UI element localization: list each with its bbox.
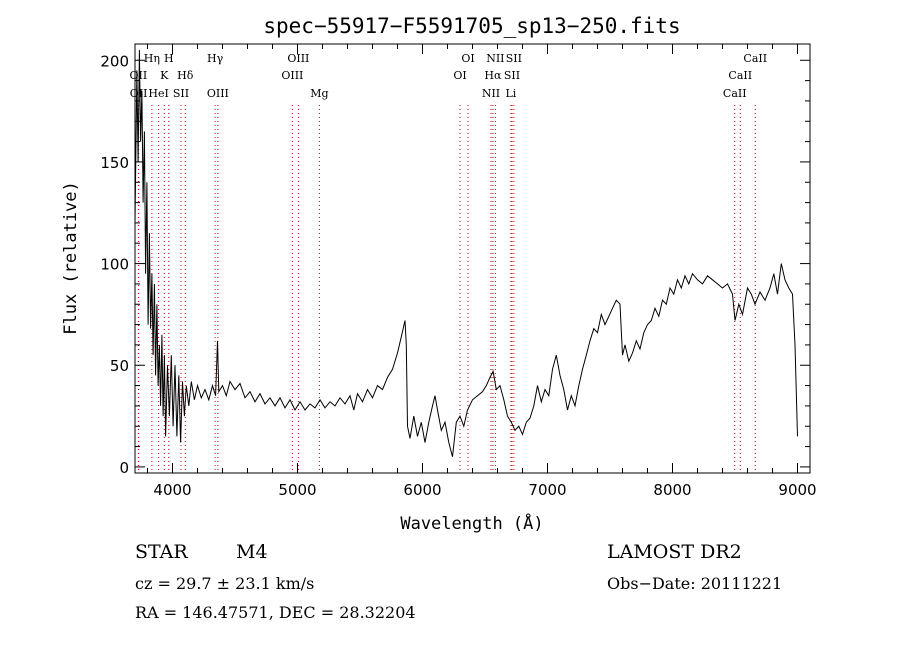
x-axis-label: Wavelength (Å) (400, 512, 543, 534)
y-axis-ticks: 0 50 100 150 200 (100, 52, 810, 477)
y-tick-label: 200 (100, 52, 129, 70)
y-tick-label: 150 (100, 154, 129, 172)
y-axis-label: Flux (relative) (61, 181, 81, 335)
line-marker-label: CaII (743, 52, 767, 65)
line-marker-label: OIII (281, 69, 303, 82)
line-marker-label: K (160, 69, 169, 82)
line-marker-label: SII (506, 52, 522, 65)
redshift-text: cz = 29.7 ± 23.1 km/s (135, 574, 315, 593)
survey-label: LAMOST DR2 (607, 541, 742, 563)
plot-frame (134, 43, 811, 474)
spectrum-series (134, 50, 798, 457)
line-marker-label: OIII (207, 87, 229, 100)
line-marker-label: Mg (310, 87, 328, 100)
line-marker-label: Hγ (207, 52, 224, 65)
line-marker-label: NII (482, 87, 500, 100)
line-marker-label: Hδ (177, 69, 194, 82)
line-marker-label: OII (130, 69, 148, 82)
object-class-label: STAR (135, 541, 188, 563)
spectral-line-markers: OIIOIIHηHeIKHSIIHδHγOIIIOIIIOIIIMgOIOINI… (130, 52, 767, 473)
line-marker-label: SII (173, 87, 189, 100)
x-tick-label: 5000 (278, 481, 316, 499)
line-marker-label: OIII (287, 52, 309, 65)
line-marker-label: CaII (723, 87, 747, 100)
observation-date: Obs−Date: 20111221 (607, 574, 783, 593)
line-marker-label: Hα (484, 69, 502, 82)
line-marker-label: H (164, 52, 174, 65)
x-tick-label: 4000 (153, 481, 191, 499)
chart-title: spec−55917−F5591705_sp13−250.fits (263, 14, 680, 38)
line-marker-label: OI (461, 52, 474, 65)
line-marker-label: SII (504, 69, 520, 82)
line-marker-label: NII (486, 52, 504, 65)
y-tick-label: 0 (119, 459, 129, 477)
x-tick-label: 7000 (528, 481, 566, 499)
spectrum-line (134, 50, 798, 457)
object-subclass-label: M4 (236, 541, 268, 563)
x-tick-label: 6000 (403, 481, 441, 499)
line-marker-label: HeI (148, 87, 168, 100)
coordinates-text: RA = 146.47571, DEC = 28.32204 (135, 603, 416, 622)
line-marker-label: OI (453, 69, 466, 82)
line-marker-label: Hη (144, 52, 160, 65)
y-tick-label: 100 (100, 256, 129, 274)
line-marker-label: Li (505, 87, 516, 100)
x-axis-ticks: 4000 5000 6000 7000 8000 9000 (147, 44, 817, 499)
x-tick-label: 9000 (778, 481, 816, 499)
y-tick-label: 50 (110, 357, 129, 375)
x-tick-label: 8000 (653, 481, 691, 499)
line-marker-label: CaII (728, 69, 752, 82)
